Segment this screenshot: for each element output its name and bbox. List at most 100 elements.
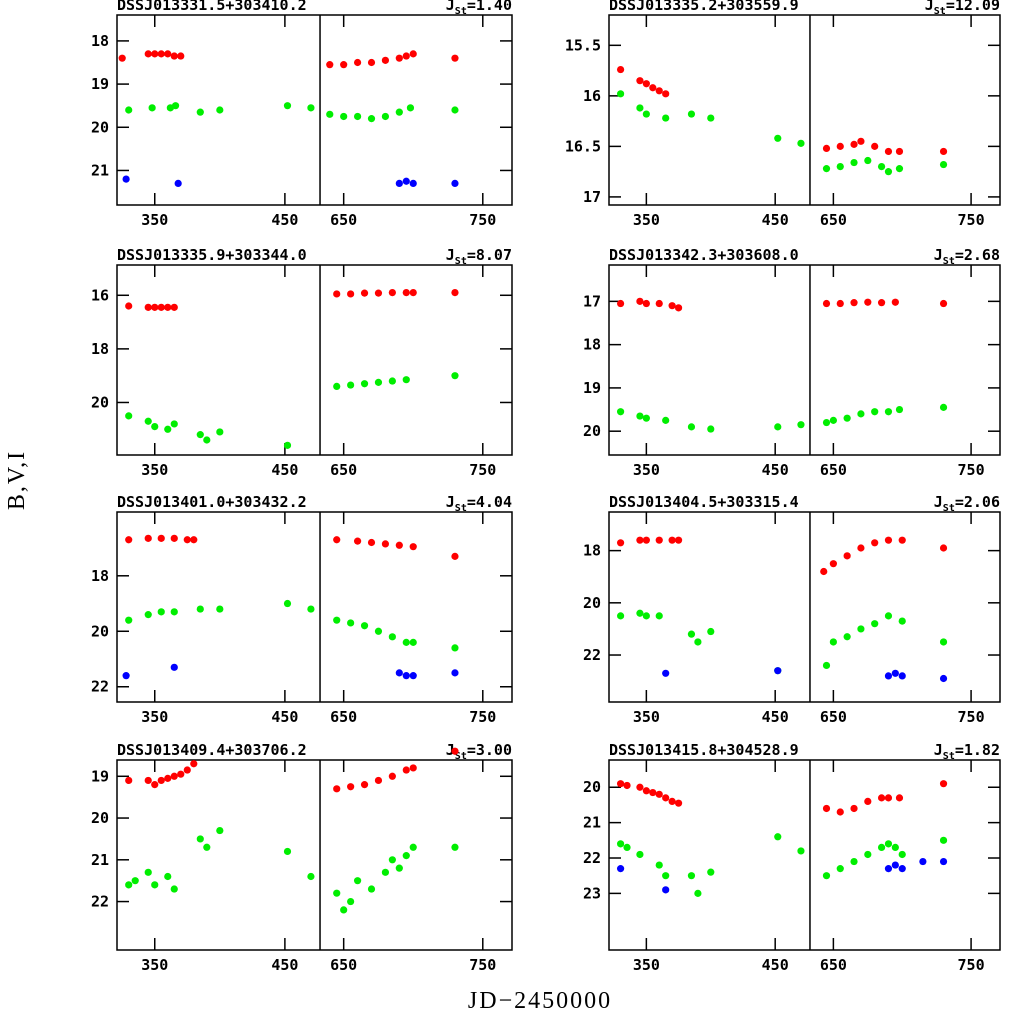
x-tick-label: 750 [469,708,496,726]
data-point [797,139,805,147]
data-point [374,627,383,635]
data-point [333,785,341,793]
data-point [340,61,348,69]
data-point [877,794,886,802]
data-point [884,865,893,873]
y-tick-label: 21 [91,161,109,179]
data-point [451,106,459,114]
data-point [283,441,292,449]
data-point [360,380,369,388]
data-point [857,137,865,145]
data-point [616,90,625,98]
data-point [850,140,858,148]
data-point [884,612,893,620]
data-point [151,881,159,889]
data-point [662,794,670,802]
data-point [451,54,459,62]
data-point [939,299,948,308]
x-tick-label: 350 [633,461,660,479]
data-point [674,799,683,807]
data-point [333,616,341,624]
data-point [636,77,644,85]
index-value: =2.06 [955,493,1000,511]
data-point [871,408,879,416]
data-point [642,80,650,88]
data-point [939,544,948,552]
data-point [636,104,644,112]
data-point [409,764,417,772]
data-point [822,804,831,813]
data-point [636,783,644,791]
panel-title: DSSJ013401.0+303432.2 [117,493,307,511]
data-point [871,620,879,628]
data-point [196,431,204,439]
data-point [919,857,927,866]
data-point [616,865,625,873]
y-tick-label: 19 [91,75,109,93]
y-tick-label: 16 [91,286,109,304]
data-point [707,868,715,876]
data-point [674,304,683,312]
data-point [151,422,159,431]
data-point [616,780,625,788]
data-point [884,147,893,156]
data-point [216,826,224,835]
y-tick-label: 20 [91,622,109,640]
data-point [898,672,906,680]
data-point [898,850,906,859]
data-point [402,289,410,297]
data-point [822,299,831,308]
data-point [871,142,879,150]
data-point [144,868,152,876]
data-point [649,788,657,797]
data-point [829,560,837,568]
index-value: =8.07 [467,246,512,264]
panel-title: DSSJ013404.5+303315.4 [609,493,799,511]
data-point [884,672,893,680]
data-point [829,638,837,646]
data-point [388,289,396,297]
data-point [347,381,355,389]
data-point [655,536,663,544]
data-point [409,843,417,851]
data-point [797,847,805,855]
data-point [409,179,417,188]
index-value: =2.68 [955,246,1000,264]
data-point [655,612,663,620]
data-point [367,115,376,123]
data-point [939,160,948,169]
data-point [857,544,865,552]
x-tick-label: 750 [958,461,985,479]
data-point [157,50,165,58]
y-tick-label: 18 [583,542,601,560]
index-symbol: J [446,493,455,511]
data-point [307,104,315,112]
data-point [836,299,844,308]
data-point [843,552,851,560]
data-point [636,536,644,544]
y-tick-label: 20 [91,118,109,136]
data-point [353,112,362,121]
data-point [843,414,851,422]
panel-title: DSSJ013335.9+303344.0 [117,246,307,264]
y-tick-label: 20 [583,594,601,612]
variability-index: JSt=2.68 [934,246,1000,267]
variability-index: JSt=2.06 [934,493,1000,514]
data-point [939,674,948,683]
data-point [836,808,844,816]
data-point [662,114,670,122]
data-point [395,108,403,116]
variability-index: JSt=12.09 [925,0,1000,17]
index-subscript: St [455,6,467,17]
data-point [884,536,893,544]
data-point [374,289,383,297]
y-tick-label: 20 [583,422,601,440]
data-point [125,776,133,785]
data-point [774,667,782,675]
data-point [642,612,650,620]
x-tick-label: 350 [141,461,168,479]
plot-frame [116,14,513,206]
data-point [170,663,178,671]
data-point [177,52,185,60]
